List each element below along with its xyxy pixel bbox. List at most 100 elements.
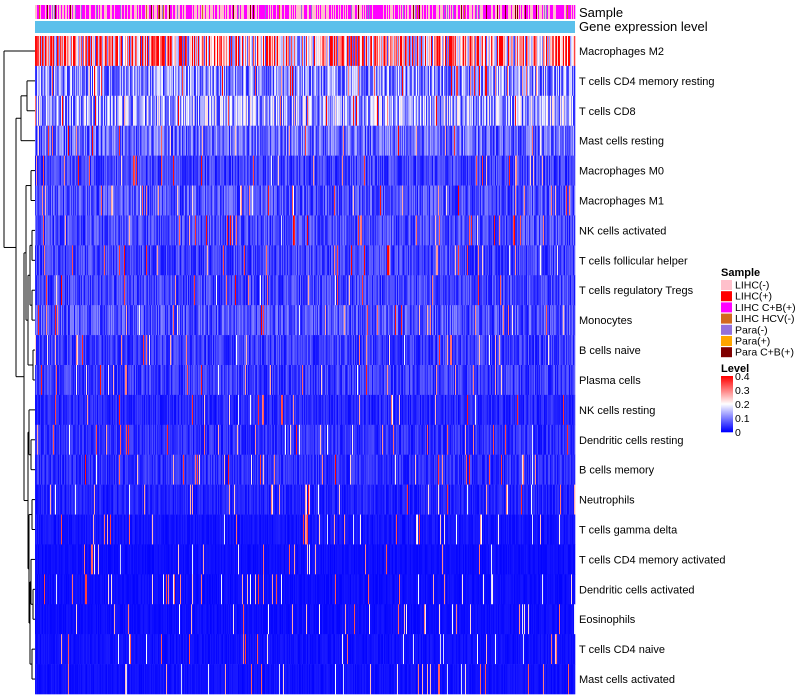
heatmap-cell — [485, 36, 487, 67]
heatmap-cell — [161, 185, 163, 216]
heatmap-cell — [516, 125, 518, 156]
sample-annotation-cell — [249, 5, 251, 19]
heatmap-cell — [345, 155, 347, 186]
heatmap-cell — [545, 36, 547, 67]
sample-annotation-cell — [274, 5, 276, 19]
heatmap-cell — [313, 155, 315, 186]
heatmap-cell — [236, 155, 238, 186]
sample-annotation-cell — [389, 5, 391, 19]
heatmap-cell — [99, 65, 101, 97]
heatmap-cell — [110, 155, 112, 186]
heatmap-cell — [316, 155, 318, 186]
heatmap-cell — [358, 95, 360, 127]
heatmap-cell — [225, 155, 227, 186]
heatmap-cell — [409, 185, 411, 216]
heatmap-cell — [90, 155, 92, 186]
heatmap-cell — [40, 125, 42, 156]
heatmap-cell — [309, 65, 311, 97]
sample-annotation-cell — [258, 5, 260, 19]
heatmap-cell — [547, 65, 549, 97]
heatmap-cell — [312, 36, 314, 67]
heatmap-cell — [386, 36, 388, 67]
sample-annotation-cell — [181, 5, 183, 19]
heatmap-cell — [511, 155, 513, 186]
heatmap-cell — [117, 155, 119, 186]
heatmap-cell — [519, 155, 521, 186]
heatmap-cell — [373, 95, 375, 127]
heatmap-cell — [228, 36, 230, 67]
heatmap-cell — [154, 65, 156, 97]
heatmap-cell — [509, 155, 511, 186]
heatmap-cell — [200, 65, 202, 97]
heatmap-cell — [65, 95, 67, 127]
heatmap-cell — [56, 185, 58, 216]
sample-annotation-cell — [488, 5, 490, 19]
heatmap-cell — [323, 65, 325, 97]
heatmap-cell — [443, 155, 445, 186]
heatmap-cell — [509, 125, 511, 156]
heatmap-cell — [505, 185, 507, 216]
heatmap-cell — [234, 185, 236, 216]
heatmap-cell — [70, 95, 72, 127]
sample-annotation-cell — [507, 5, 509, 19]
sample-annotation-cell — [68, 5, 70, 19]
heatmap-cell — [424, 185, 426, 216]
heatmap-cell — [239, 36, 241, 67]
heatmap-cell — [276, 155, 278, 186]
heatmap-cell — [181, 95, 183, 127]
heatmap-cell — [114, 36, 116, 67]
heatmap-row — [35, 155, 576, 186]
heatmap-cell — [459, 125, 461, 156]
heatmap-cell — [359, 36, 361, 67]
heatmap-cell — [458, 36, 460, 67]
heatmap-cell — [108, 125, 110, 156]
heatmap-cell — [47, 185, 49, 216]
heatmap-cell — [246, 125, 248, 156]
sample-annotation-cell — [521, 5, 523, 19]
heatmap-cell — [138, 36, 140, 67]
heatmap-cell — [455, 65, 457, 97]
heatmap-cell — [553, 125, 555, 156]
heatmap-cell — [444, 65, 446, 97]
heatmap-cell — [504, 185, 506, 216]
heatmap-cell — [274, 65, 276, 97]
heatmap-cell — [170, 125, 172, 156]
heatmap-cell — [534, 185, 536, 216]
heatmap-cell — [46, 65, 48, 97]
heatmap-cell — [163, 125, 165, 156]
heatmap-cell — [444, 185, 446, 216]
sample-annotation-cell — [202, 5, 204, 19]
heatmap-cell — [47, 125, 49, 156]
heatmap-cell — [68, 155, 70, 186]
heatmap-cell — [469, 185, 471, 216]
heatmap-cell — [321, 125, 323, 156]
heatmap-cell — [127, 155, 129, 186]
heatmap-cell — [218, 155, 220, 186]
heatmap-cell — [439, 65, 441, 97]
sample-annotation-cell — [514, 5, 516, 19]
heatmap-cell — [35, 65, 37, 97]
heatmap-cell — [489, 185, 491, 216]
sample-annotation-cell — [107, 5, 109, 19]
heatmap-cell — [368, 125, 370, 156]
heatmap-cell — [565, 185, 567, 216]
heatmap-cell — [144, 65, 146, 97]
heatmap-cell — [85, 36, 87, 67]
heatmap-cell — [535, 155, 537, 186]
heatmap-cell — [465, 65, 467, 97]
heatmap-cell — [387, 95, 389, 127]
heatmap-cell — [271, 155, 273, 186]
heatmap-cell — [135, 185, 137, 216]
heatmap-cell — [165, 155, 167, 186]
heatmap-cell — [253, 95, 255, 127]
heatmap-cell — [225, 95, 227, 127]
heatmap-cell — [277, 155, 279, 186]
heatmap-cell — [171, 36, 173, 67]
heatmap-cell — [300, 125, 302, 156]
heatmap-cell — [337, 36, 339, 67]
heatmap-cell — [318, 95, 320, 127]
heatmap-cell — [282, 95, 284, 127]
heatmap-cell — [557, 36, 559, 67]
heatmap-cell — [67, 36, 69, 67]
heatmap-cell — [349, 36, 351, 67]
